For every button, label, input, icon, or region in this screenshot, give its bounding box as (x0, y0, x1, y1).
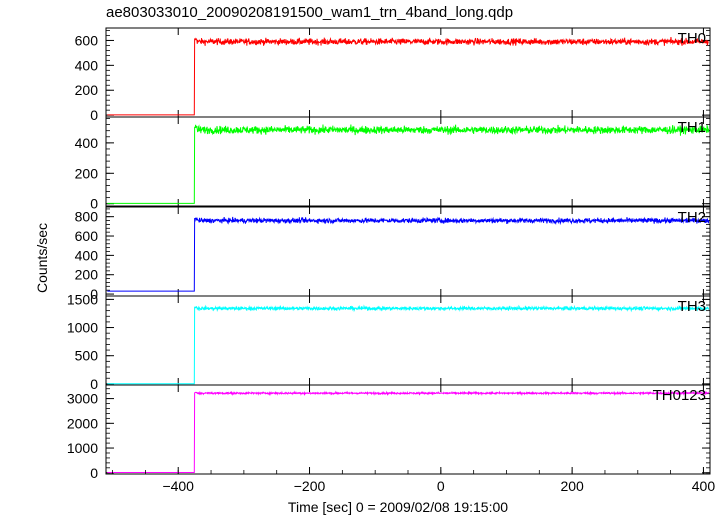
x-tick-label: 400 (692, 478, 716, 494)
y-axis-label: Counts/sec (34, 223, 50, 293)
y-tick-label: 1500 (67, 291, 98, 307)
x-tick-label: −400 (162, 478, 194, 494)
series-label: TH2 (678, 209, 706, 226)
y-tick-label: 2000 (67, 415, 98, 431)
y-tick-label: 1000 (67, 440, 98, 456)
series-label: TH1 (678, 119, 706, 136)
panel-th3: 0 500 1000 1500 TH3 (67, 291, 711, 392)
y-tick-label: 0 (90, 107, 98, 123)
y-tick-label: 200 (75, 165, 99, 181)
y-tick-label: 400 (75, 57, 99, 73)
y-tick-label: 0 (90, 376, 98, 392)
panel-th0123: 0 1000 2000 3000 TH0123 (67, 384, 711, 481)
y-tick-label: 3000 (67, 391, 98, 407)
series-line-th0123 (107, 390, 709, 474)
series-line-th3 (107, 304, 710, 385)
y-tick-label: 400 (75, 135, 99, 151)
y-tick-label: 200 (75, 82, 99, 98)
y-tick-label: 600 (75, 228, 99, 244)
series-line-th0 (107, 37, 709, 116)
x-tick-label: 0 (437, 478, 445, 494)
x-tick-label: 200 (560, 478, 584, 494)
panel-th1: 0 200 400 TH1 (75, 116, 711, 212)
y-tick-label: 1000 (67, 320, 98, 336)
series-label: TH3 (678, 298, 706, 315)
series-label: TH0123 (653, 387, 706, 404)
y-tick-label: 400 (75, 247, 99, 263)
x-axis: −400 −200 0 200 400 (112, 470, 716, 494)
y-tick-label: 0 (90, 286, 98, 302)
y-tick-label: 800 (75, 209, 99, 225)
y-tick-label: 0 (90, 465, 98, 481)
panel-th2: 0 200 400 600 800 TH2 (75, 206, 711, 302)
chart-title: ae803033010_20090208191500_wam1_trn_4ban… (106, 4, 513, 21)
x-axis-label: Time [sec] 0 = 2009/02/08 19:15:00 (288, 499, 508, 515)
series-label: TH0 (678, 30, 706, 47)
x-tick-label: −200 (294, 478, 326, 494)
y-tick-label: 200 (75, 267, 99, 283)
series-line-th1 (107, 124, 710, 204)
panel-frame (105, 384, 711, 475)
y-tick-label: 0 (90, 196, 98, 212)
y-tick-label: 600 (75, 32, 99, 48)
y-tick-label: 500 (75, 348, 99, 364)
series-line-th2 (107, 216, 710, 292)
panel-th0: 0 200 400 600 TH0 (75, 27, 711, 123)
